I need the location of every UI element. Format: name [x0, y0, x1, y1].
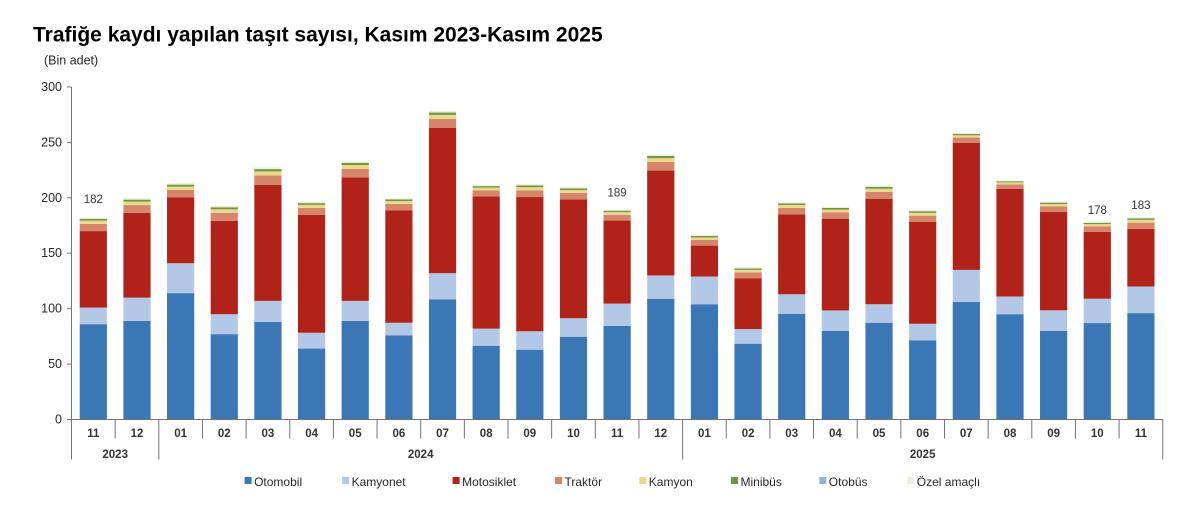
svg-text:08: 08: [480, 428, 493, 440]
svg-text:Otomobil: Otomobil: [254, 475, 302, 489]
svg-text:12: 12: [654, 428, 667, 440]
svg-text:Özel amaçlı: Özel amaçlı: [917, 475, 980, 489]
svg-text:03: 03: [785, 428, 798, 440]
svg-text:Traktör: Traktör: [565, 475, 603, 489]
svg-text:02: 02: [742, 428, 755, 440]
svg-text:100: 100: [41, 302, 62, 316]
svg-text:09: 09: [1047, 428, 1060, 440]
svg-text:05: 05: [873, 428, 886, 440]
svg-text:2024: 2024: [408, 449, 434, 461]
svg-text:Minibüs: Minibüs: [741, 475, 782, 489]
svg-text:150: 150: [41, 246, 62, 260]
svg-text:04: 04: [829, 428, 842, 440]
svg-text:09: 09: [523, 428, 536, 440]
svg-text:01: 01: [174, 428, 187, 440]
svg-text:(Bin adet): (Bin adet): [44, 54, 98, 68]
svg-text:178: 178: [1088, 205, 1107, 217]
svg-text:10: 10: [567, 428, 580, 440]
svg-text:Otobüs: Otobüs: [829, 475, 868, 489]
svg-text:2023: 2023: [102, 449, 128, 461]
svg-text:50: 50: [48, 357, 62, 371]
svg-text:03: 03: [262, 428, 275, 440]
svg-text:11: 11: [611, 428, 624, 440]
svg-text:01: 01: [698, 428, 711, 440]
svg-text:0: 0: [55, 413, 62, 427]
svg-text:05: 05: [349, 428, 362, 440]
svg-text:300: 300: [41, 80, 62, 94]
svg-text:Trafiğe kaydı yapılan taşıt sa: Trafiğe kaydı yapılan taşıt sayısı, Kası…: [33, 24, 603, 47]
svg-text:07: 07: [960, 428, 973, 440]
svg-text:189: 189: [608, 188, 627, 200]
svg-text:11: 11: [87, 428, 100, 440]
svg-text:10: 10: [1091, 428, 1104, 440]
svg-text:200: 200: [41, 191, 62, 205]
svg-text:08: 08: [1004, 428, 1017, 440]
svg-text:2025: 2025: [910, 449, 936, 461]
svg-text:250: 250: [41, 135, 62, 149]
svg-text:11: 11: [1135, 428, 1148, 440]
svg-text:Kamyon: Kamyon: [649, 475, 693, 489]
svg-text:02: 02: [218, 428, 231, 440]
svg-text:12: 12: [131, 428, 144, 440]
svg-text:07: 07: [436, 428, 449, 440]
svg-text:Motosiklet: Motosiklet: [462, 475, 517, 489]
svg-text:06: 06: [916, 428, 929, 440]
svg-text:183: 183: [1131, 200, 1150, 212]
svg-text:04: 04: [305, 428, 318, 440]
svg-text:06: 06: [393, 428, 406, 440]
svg-text:Kamyonet: Kamyonet: [352, 475, 407, 489]
svg-text:182: 182: [84, 194, 103, 206]
